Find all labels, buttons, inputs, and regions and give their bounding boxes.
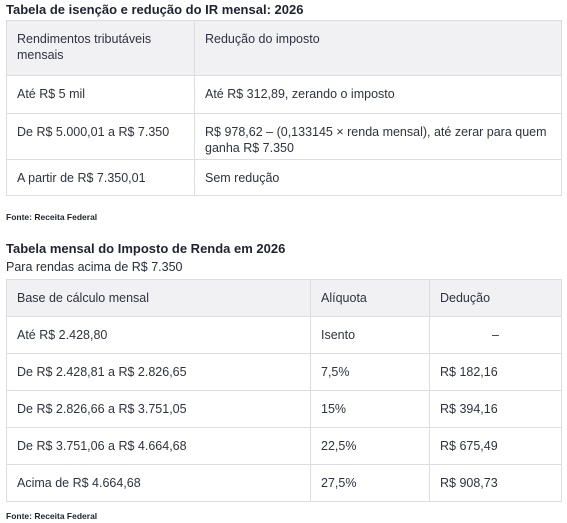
tax-rate-table: Base de cálculo mensal Alíquota Dedução … xyxy=(6,279,562,502)
column-header-income: Rendimentos tributáveis mensais xyxy=(6,20,195,76)
reduction-cell: R$ 978,62 – (0,133145 × renda mensal), a… xyxy=(194,113,562,160)
table2-source: Fonte: Receita Federal xyxy=(6,511,98,521)
income-cell: A partir de R$ 7.350,01 xyxy=(6,159,195,196)
table-row: De R$ 2.826,66 a R$ 3.751,05 15% R$ 394,… xyxy=(6,390,562,428)
reduction-cell: Até R$ 312,89, zerando o imposto xyxy=(194,75,562,114)
base-cell: De R$ 3.751,06 a R$ 4.664,68 xyxy=(6,427,311,465)
table-header-row: Base de cálculo mensal Alíquota Dedução xyxy=(6,279,562,317)
rate-cell: 7,5% xyxy=(310,353,430,391)
deduction-cell: R$ 908,73 xyxy=(429,464,562,502)
deduction-cell: – xyxy=(429,316,562,354)
income-cell: Até R$ 5 mil xyxy=(6,75,195,114)
table-header-row: Rendimentos tributáveis mensais Redução … xyxy=(6,20,562,76)
rate-cell: Isento xyxy=(310,316,430,354)
table-row: De R$ 5.000,01 a R$ 7.350 R$ 978,62 – (0… xyxy=(6,113,562,160)
column-header-reduction: Redução do imposto xyxy=(194,20,562,76)
table-row: Até R$ 5 mil Até R$ 312,89, zerando o im… xyxy=(6,75,562,114)
reduction-cell: Sem redução xyxy=(194,159,562,196)
table-row: Até R$ 2.428,80 Isento – xyxy=(6,316,562,354)
column-header-base: Base de cálculo mensal xyxy=(6,279,311,317)
table-row: De R$ 3.751,06 a R$ 4.664,68 22,5% R$ 67… xyxy=(6,427,562,465)
table1-source: Fonte: Receita Federal xyxy=(6,212,98,222)
deduction-cell: R$ 182,16 xyxy=(429,353,562,391)
table-row: A partir de R$ 7.350,01 Sem redução xyxy=(6,159,562,196)
exemption-table: Rendimentos tributáveis mensais Redução … xyxy=(6,20,562,196)
rate-cell: 27,5% xyxy=(310,464,430,502)
table2-title: Tabela mensal do Imposto de Renda em 202… xyxy=(6,241,286,256)
base-cell: Até R$ 2.428,80 xyxy=(6,316,311,354)
income-cell: De R$ 5.000,01 a R$ 7.350 xyxy=(6,113,195,160)
deduction-cell: R$ 675,49 xyxy=(429,427,562,465)
table1-title: Tabela de isenção e redução do IR mensal… xyxy=(6,2,304,17)
base-cell: De R$ 2.428,81 a R$ 2.826,65 xyxy=(6,353,311,391)
base-cell: De R$ 2.826,66 a R$ 3.751,05 xyxy=(6,390,311,428)
table2-subtitle: Para rendas acima de R$ 7.350 xyxy=(6,260,183,274)
table-row: De R$ 2.428,81 a R$ 2.826,65 7,5% R$ 182… xyxy=(6,353,562,391)
rate-cell: 15% xyxy=(310,390,430,428)
column-header-rate: Alíquota xyxy=(310,279,430,317)
table-row: Acima de R$ 4.664,68 27,5% R$ 908,73 xyxy=(6,464,562,502)
rate-cell: 22,5% xyxy=(310,427,430,465)
column-header-deduction: Dedução xyxy=(429,279,562,317)
base-cell: Acima de R$ 4.664,68 xyxy=(6,464,311,502)
deduction-cell: R$ 394,16 xyxy=(429,390,562,428)
